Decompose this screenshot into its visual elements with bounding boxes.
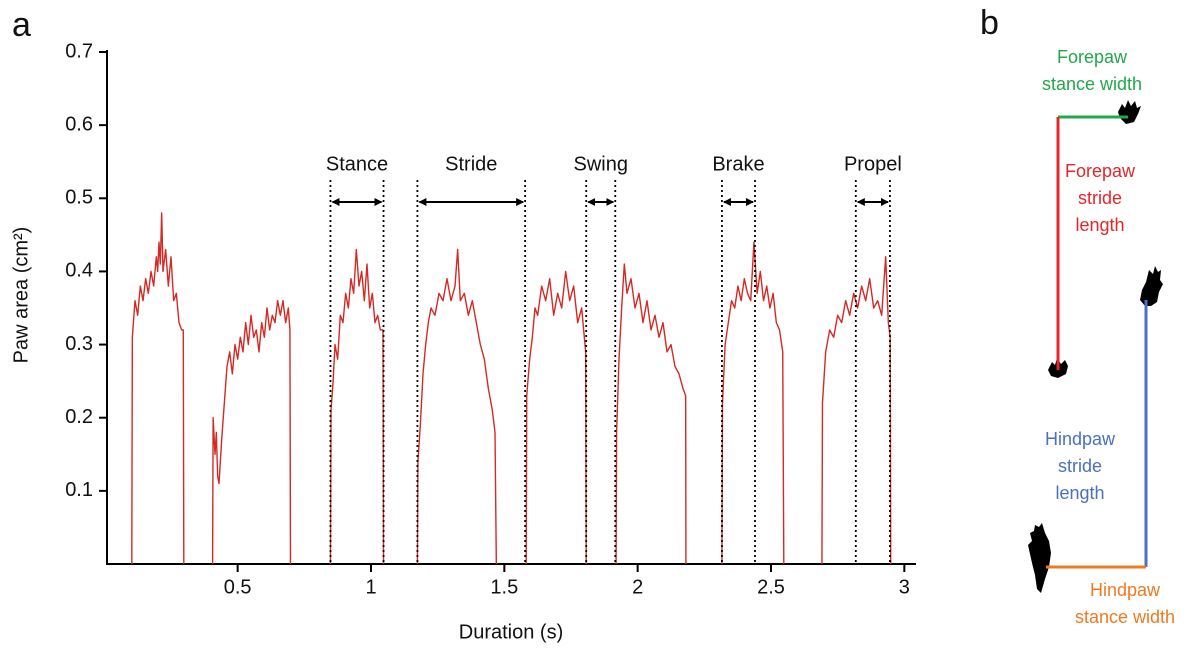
panel-label: b	[980, 4, 999, 42]
measure-label: stance width	[1042, 74, 1142, 94]
y-tick-label: 0.7	[65, 40, 93, 62]
y-tick-label: 0.2	[65, 406, 93, 428]
y-tick-label: 0.1	[65, 479, 93, 501]
measure-label: Hindpaw	[1090, 580, 1161, 600]
measure-label: stance width	[1075, 607, 1175, 627]
y-tick-label: 0.4	[65, 260, 93, 282]
measure-label: Forepaw	[1065, 161, 1136, 181]
paw-icons	[1028, 100, 1163, 593]
x-tick-label: 2.5	[757, 576, 785, 598]
y-tick-label: 0.5	[65, 187, 93, 209]
interval-label: Brake	[712, 153, 764, 175]
data-line	[131, 212, 892, 565]
x-axis-label: Duration (s)	[459, 621, 563, 643]
interval-label: Swing	[573, 153, 627, 175]
measure-label: stride	[1058, 456, 1102, 476]
measure-label: Hindpaw	[1045, 429, 1116, 449]
x-tick-label: 1.5	[490, 576, 518, 598]
interval-label: Propel	[844, 153, 902, 175]
measure-label: stride	[1078, 188, 1122, 208]
interval-label: Stance	[326, 153, 388, 175]
x-tick-label: 1	[365, 576, 376, 598]
panel-label: a	[12, 6, 31, 44]
x-tick-label: 0.5	[224, 576, 252, 598]
measure-label: Forepaw	[1057, 47, 1128, 67]
x-tick-label: 3	[899, 576, 910, 598]
measure-label: length	[1075, 215, 1124, 235]
y-tick-label: 0.3	[65, 333, 93, 355]
y-axis-label: Paw area (cm²)	[10, 227, 32, 364]
y-tick-label: 0.6	[65, 113, 93, 135]
measure-label: length	[1055, 483, 1104, 503]
interval-label: Stride	[445, 153, 497, 175]
x-tick-label: 2	[632, 576, 643, 598]
